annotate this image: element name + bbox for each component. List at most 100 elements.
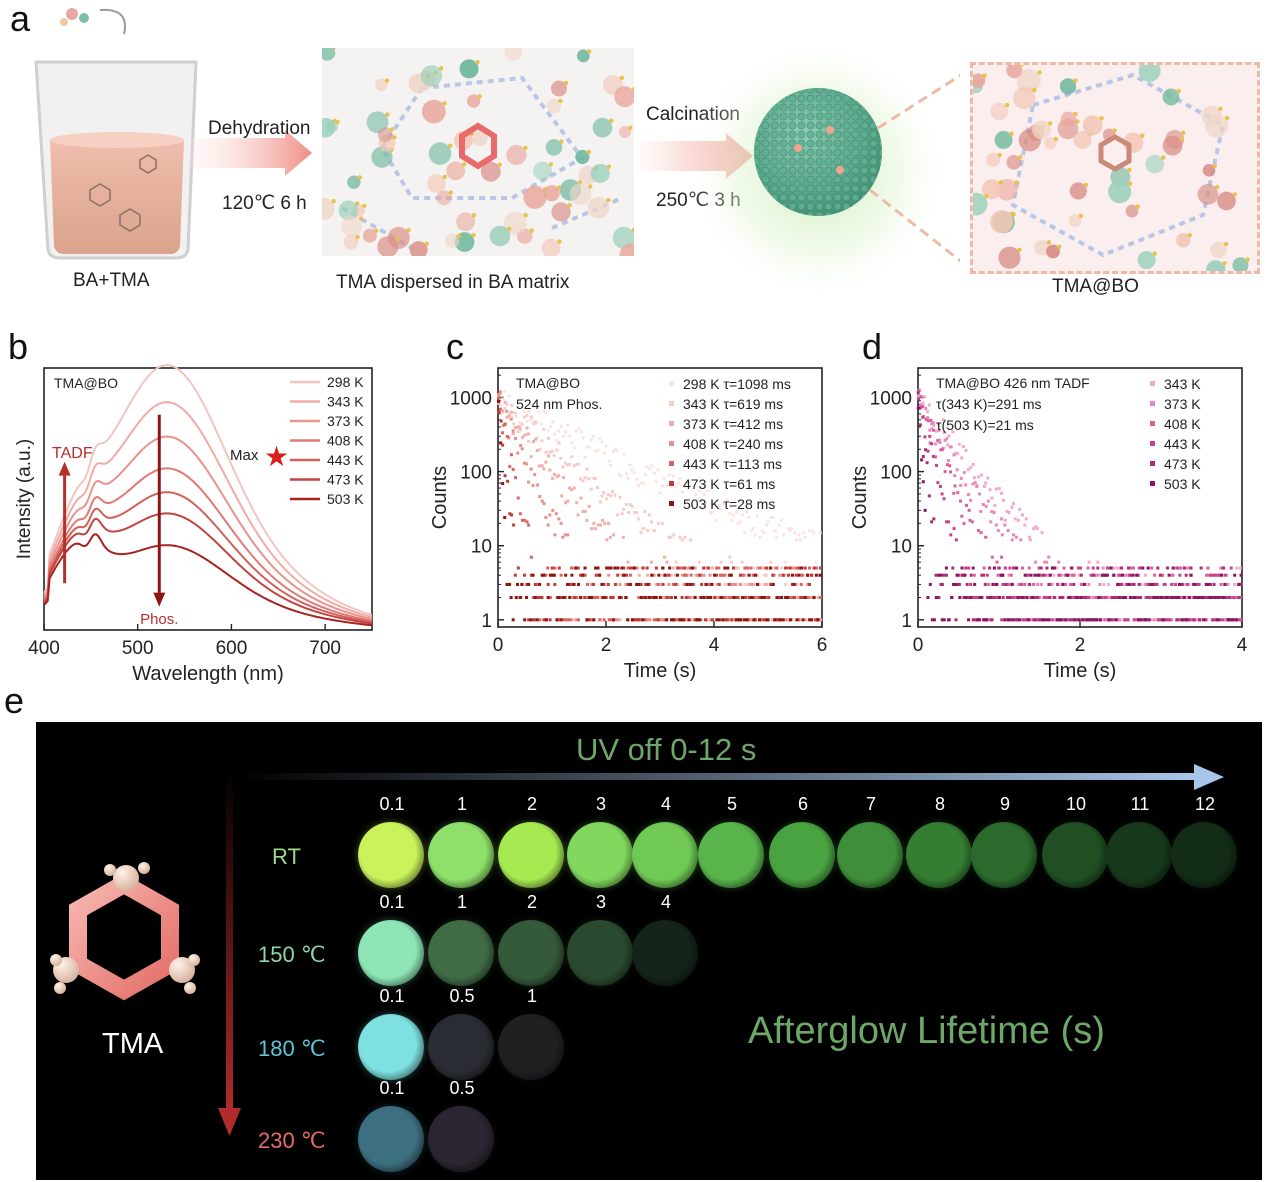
afterglow-sample-disc: [498, 1014, 564, 1080]
data-point: [765, 523, 769, 527]
data-point: [756, 566, 760, 570]
data-point: [693, 596, 697, 600]
data-point: [498, 403, 502, 407]
data-point: [598, 523, 602, 527]
data-point: [1005, 596, 1009, 600]
data-point: [1116, 582, 1120, 586]
data-point: [757, 618, 761, 622]
data-point: [573, 596, 577, 600]
data-point: [1087, 618, 1091, 622]
afterglow-lifetime-label: Afterglow Lifetime (s): [748, 1010, 1105, 1052]
data-point: [1097, 596, 1101, 600]
data-point: [818, 618, 822, 622]
data-point: [936, 422, 940, 426]
data-point: [598, 500, 602, 504]
data-point: [1055, 618, 1059, 622]
data-point: [1066, 618, 1070, 622]
data-point: [765, 566, 769, 570]
atom-sphere: [420, 65, 443, 87]
data-point: [775, 566, 779, 570]
data-point: [929, 418, 933, 422]
data-point: [1175, 618, 1179, 622]
data-point: [936, 438, 940, 442]
data-point: [807, 529, 811, 533]
data-point: [1051, 582, 1055, 586]
data-point: [581, 479, 585, 483]
data-point: [641, 566, 645, 570]
data-point: [715, 518, 719, 522]
data-point: [760, 618, 764, 622]
atom-hydrogen: [406, 227, 411, 233]
afterglow-time-label: 1: [526, 986, 537, 1006]
data-point: [1206, 582, 1210, 586]
data-point: [952, 527, 956, 531]
data-point: [792, 596, 796, 600]
data-point: [572, 446, 576, 450]
data-point: [1026, 573, 1030, 577]
data-point: [1221, 566, 1225, 570]
data-point: [525, 419, 529, 423]
data-point: [1010, 538, 1014, 542]
data-point: [600, 582, 604, 586]
data-point: [932, 423, 936, 427]
data-point: [520, 422, 524, 426]
data-point: [992, 511, 996, 515]
data-point: [698, 573, 702, 577]
data-point: [1165, 596, 1169, 600]
atom-sphere: [533, 161, 552, 181]
data-point: [647, 513, 651, 517]
data-point: [503, 406, 507, 410]
data-point: [570, 441, 574, 445]
data-point: [555, 448, 559, 452]
data-point: [598, 618, 602, 622]
data-point: [1052, 573, 1056, 577]
data-point: [1197, 596, 1201, 600]
data-point: [514, 414, 518, 418]
data-point: [709, 596, 713, 600]
data-point: [576, 462, 580, 466]
data-point: [641, 527, 645, 531]
data-point: [689, 538, 693, 542]
data-point: [1192, 618, 1196, 622]
data-point: [1144, 618, 1148, 622]
atom-hydrogen: [1232, 192, 1238, 197]
data-point: [548, 425, 552, 429]
data-point: [503, 516, 507, 520]
data-point: [919, 403, 923, 407]
data-point: [650, 464, 654, 468]
data-point: [810, 618, 814, 622]
data-point: [568, 486, 572, 490]
data-point: [650, 520, 654, 524]
data-point: [1006, 618, 1010, 622]
data-point: [755, 514, 759, 518]
data-point: [643, 596, 647, 600]
spectrum-line: [43, 467, 373, 622]
data-point: [514, 596, 518, 600]
x-tick-label: 0: [493, 635, 504, 656]
atom-sphere: [970, 73, 986, 88]
data-point: [574, 566, 578, 570]
data-point: [967, 508, 971, 512]
data-point: [691, 566, 695, 570]
data-point: [561, 476, 565, 480]
series-points: [916, 406, 1243, 622]
data-point: [1086, 566, 1090, 570]
data-point: [968, 518, 972, 522]
legend-label: 473 K: [1164, 456, 1201, 472]
data-point: [743, 566, 747, 570]
data-point: [1213, 573, 1217, 577]
data-point: [1103, 618, 1107, 622]
afterglow-sample-disc: [1106, 822, 1172, 888]
atom-hydrogen: [1245, 257, 1250, 262]
data-point: [747, 573, 751, 577]
data-point: [932, 517, 936, 521]
data-point: [507, 414, 511, 418]
data-point: [1161, 573, 1165, 577]
data-point: [607, 573, 611, 577]
data-point: [635, 618, 639, 622]
data-point: [734, 596, 738, 600]
data-point: [1116, 596, 1120, 600]
data-point: [706, 489, 710, 493]
data-point: [648, 618, 652, 622]
data-point: [1075, 618, 1079, 622]
